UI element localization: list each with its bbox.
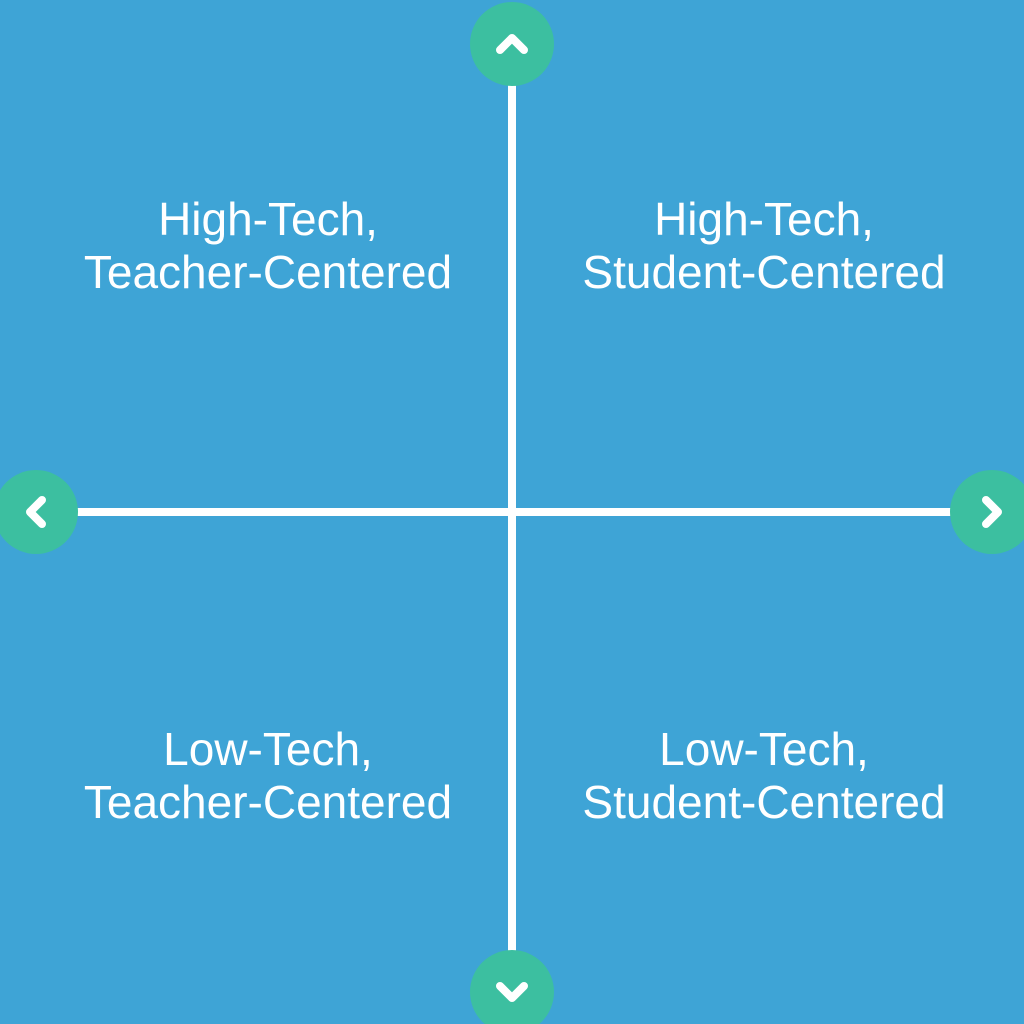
quadrant-label-line2: Student-Centered [582, 246, 945, 299]
chevron-down-icon [492, 972, 532, 1012]
quadrant-label-line2: Teacher-Centered [84, 776, 452, 829]
arrow-down [470, 950, 554, 1024]
quadrant-label-line1: High-Tech, [158, 193, 378, 246]
arrow-right [950, 470, 1024, 554]
quadrant-label-line1: Low-Tech, [659, 723, 869, 776]
chevron-up-icon [492, 24, 532, 64]
quadrant-label-line2: Student-Centered [582, 776, 945, 829]
vertical-axis [508, 44, 516, 992]
quadrant-label-line2: Teacher-Centered [84, 246, 452, 299]
quadrant-bottom-right: Low-Tech, Student-Centered [524, 706, 1004, 846]
quadrant-top-left: High-Tech, Teacher-Centered [28, 176, 508, 316]
quadrant-diagram: High-Tech, Teacher-Centered High-Tech, S… [0, 0, 1024, 1024]
chevron-right-icon [972, 492, 1012, 532]
arrow-left [0, 470, 78, 554]
quadrant-top-right: High-Tech, Student-Centered [524, 176, 1004, 316]
quadrant-label-line1: Low-Tech, [163, 723, 373, 776]
chevron-left-icon [16, 492, 56, 532]
horizontal-axis [36, 508, 992, 516]
quadrant-bottom-left: Low-Tech, Teacher-Centered [28, 706, 508, 846]
quadrant-label-line1: High-Tech, [654, 193, 874, 246]
arrow-up [470, 2, 554, 86]
